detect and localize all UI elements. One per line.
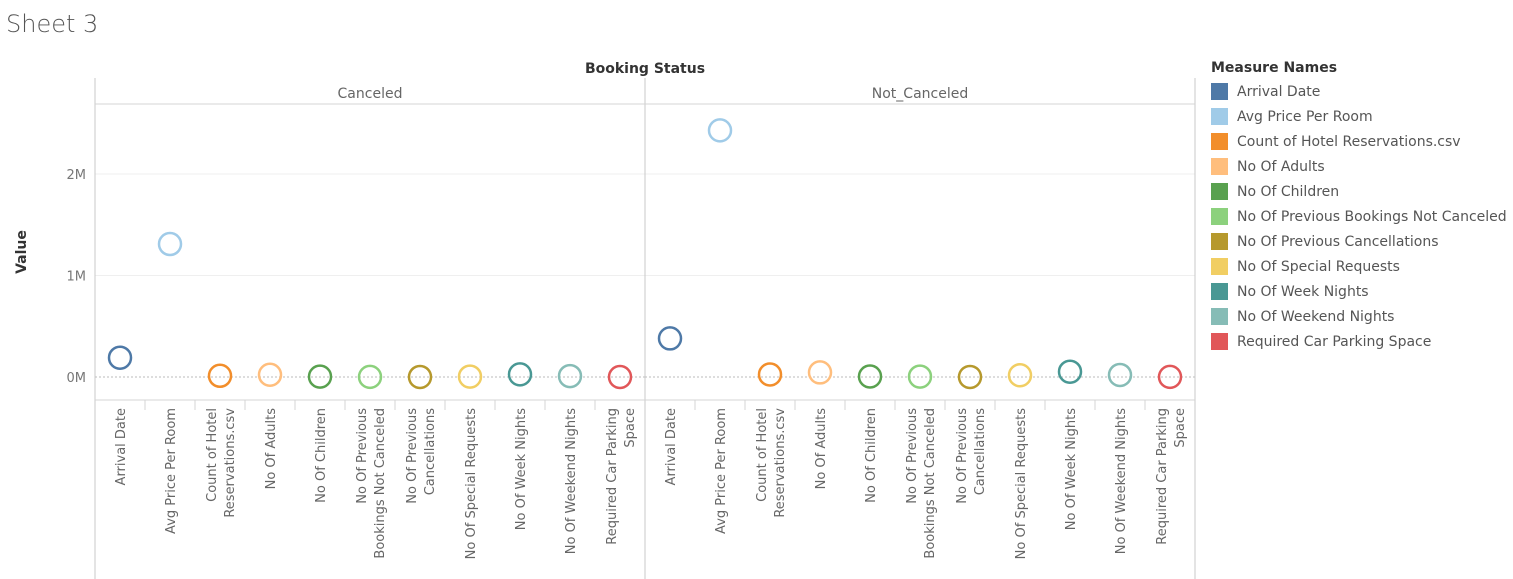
x-tick-label: No Of Previous [955, 408, 970, 504]
legend-item[interactable]: No Of Week Nights [1211, 279, 1507, 304]
data-point [557, 363, 583, 389]
data-point [857, 364, 883, 389]
legend-item[interactable]: No Of Children [1211, 179, 1507, 204]
x-tick-label: No Of Previous [405, 408, 420, 504]
legend-label: Avg Price Per Room [1237, 108, 1373, 125]
legend-label: Required Car Parking Space [1237, 333, 1432, 350]
data-point [1107, 362, 1133, 388]
x-tick-label: Reservations.csv [223, 408, 238, 518]
legend-swatch [1211, 308, 1228, 325]
data-point [607, 364, 633, 390]
data-point [407, 364, 433, 390]
legend-swatch [1211, 283, 1228, 300]
legend-swatch [1211, 208, 1228, 225]
legend-label: No Of Children [1237, 183, 1340, 200]
data-point [907, 364, 933, 389]
legend-item[interactable]: No Of Previous Bookings Not Canceled [1211, 204, 1507, 229]
data-point [657, 326, 683, 351]
data-point [507, 362, 533, 387]
legend-swatch [1211, 108, 1228, 125]
x-tick-label: No Of Weekend Nights [564, 408, 579, 554]
x-tick-label: No Of Adults [264, 408, 279, 490]
legend-label: No Of Previous Cancellations [1237, 233, 1439, 250]
data-point [807, 360, 833, 385]
data-point [207, 363, 233, 389]
x-tick-label: No Of Children [314, 408, 329, 503]
chart: Booking Status Value 0M 1M 2M Canceled Arrival… [14, 61, 1196, 579]
legend-item[interactable]: No Of Special Requests [1211, 254, 1507, 279]
legend: Measure Names Arrival Date Avg Price Per … [1211, 60, 1507, 354]
x-tick-label: Count of Hotel [205, 408, 220, 502]
legend-item[interactable]: Count of Hotel Reservations.csv [1211, 129, 1507, 154]
legend-items: Arrival Date Avg Price Per Room Count of H… [1211, 79, 1507, 354]
x-tick-label: No Of Week Nights [514, 408, 529, 530]
x-tick-label: Required Car Parking [1155, 408, 1170, 545]
x-tick-label: Cancellations [423, 408, 438, 496]
data-point [107, 345, 133, 370]
y-tick-label: 2M [67, 168, 87, 183]
x-tick-label: Space [1173, 408, 1188, 448]
legend-label: Arrival Date [1237, 83, 1321, 100]
legend-label: Count of Hotel Reservations.csv [1237, 133, 1461, 150]
y-tick-label: 0M [67, 371, 87, 386]
data-point [157, 231, 183, 257]
legend-item[interactable]: No Of Adults [1211, 154, 1507, 179]
legend-swatch [1211, 83, 1228, 100]
x-tick-label: No Of Children [864, 408, 879, 503]
x-tick-label: Bookings Not Canceled [373, 408, 388, 559]
x-tick-label: Avg Price Per Room [714, 408, 729, 534]
data-point [757, 362, 783, 387]
x-tick-label: No Of Previous [355, 408, 370, 504]
legend-swatch [1211, 158, 1228, 175]
x-tick-label: Cancellations [973, 408, 988, 496]
x-tick-label: Space [623, 408, 638, 448]
x-tick-label: Count of Hotel [755, 408, 770, 502]
data-point [957, 364, 983, 390]
sheet-title: Sheet 3 [6, 10, 99, 38]
data-point [457, 364, 483, 389]
legend-item[interactable]: Avg Price Per Room [1211, 104, 1507, 129]
data-point [257, 362, 283, 388]
x-tick-label: No Of Previous [905, 408, 920, 504]
legend-label: No Of Weekend Nights [1237, 308, 1395, 325]
x-tick-label: No Of Week Nights [1064, 408, 1079, 530]
legend-label: No Of Week Nights [1237, 283, 1369, 300]
legend-label: No Of Special Requests [1237, 258, 1400, 275]
legend-swatch [1211, 258, 1228, 275]
data-point [1157, 364, 1183, 390]
y-tick-label: 1M [67, 270, 87, 285]
legend-swatch [1211, 183, 1228, 200]
legend-item[interactable]: No Of Weekend Nights [1211, 304, 1507, 329]
legend-swatch [1211, 233, 1228, 250]
column-header: Booking Status [585, 61, 705, 77]
legend-swatch [1211, 133, 1228, 150]
data-point [1057, 359, 1083, 384]
x-tick-label: Arrival Date [114, 408, 129, 485]
x-tick-label: Arrival Date [664, 408, 679, 485]
panel-header-0: Canceled [338, 86, 403, 102]
panel-header-1: Not_Canceled [872, 86, 968, 102]
x-tick-label: Bookings Not Canceled [923, 408, 938, 559]
data-point [357, 364, 383, 390]
legend-title: Measure Names [1211, 60, 1338, 76]
legend-item[interactable]: Arrival Date [1211, 79, 1507, 104]
x-tick-label: No Of Adults [814, 408, 829, 490]
y-axis-title: Value [14, 230, 30, 274]
legend-label: No Of Adults [1237, 158, 1325, 175]
data-point [1007, 363, 1033, 388]
x-tick-label: Avg Price Per Room [164, 408, 179, 534]
legend-item[interactable]: No Of Previous Cancellations [1211, 229, 1507, 254]
x-tick-label: No Of Special Requests [464, 408, 479, 560]
x-tick-label: Required Car Parking [605, 408, 620, 545]
x-tick-label: Reservations.csv [773, 408, 788, 518]
data-point [307, 364, 333, 389]
legend-item[interactable]: Required Car Parking Space [1211, 329, 1507, 354]
data-point [707, 118, 733, 143]
legend-swatch [1211, 333, 1228, 350]
x-tick-label: No Of Special Requests [1014, 408, 1029, 560]
legend-label: No Of Previous Bookings Not Canceled [1237, 208, 1507, 225]
x-tick-label: No Of Weekend Nights [1114, 408, 1129, 554]
